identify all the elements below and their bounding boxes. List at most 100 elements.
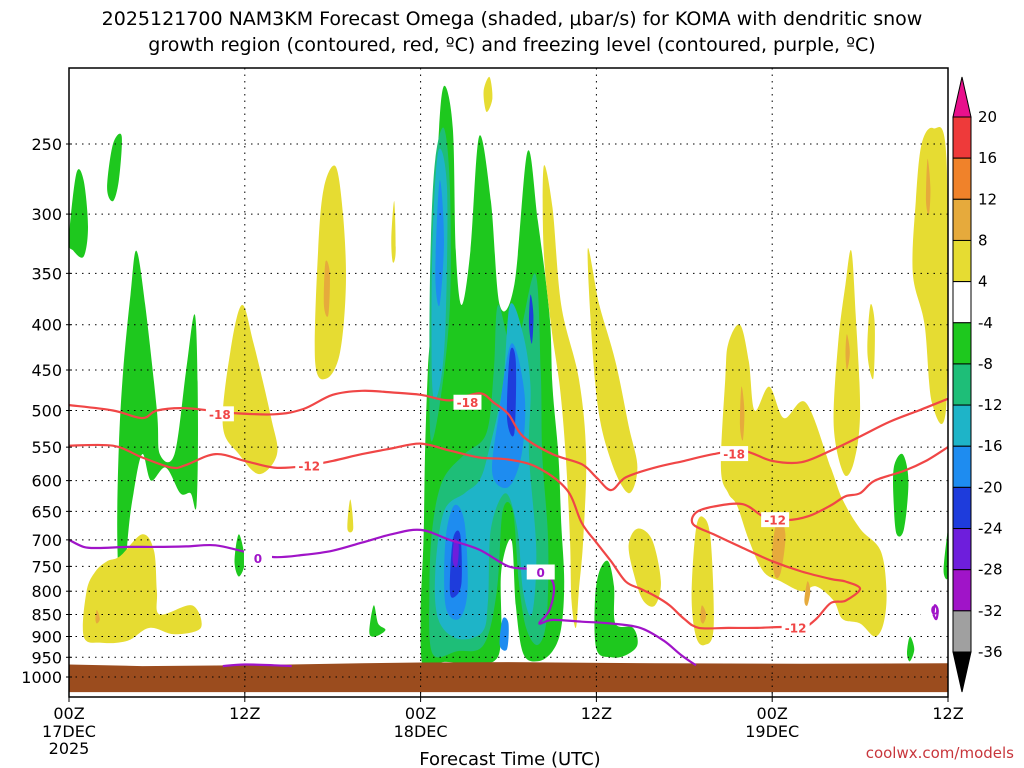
y-tick-label: 700 [31, 531, 62, 550]
terrain-fill [69, 662, 948, 693]
colorbar-bottom-arrow [952, 651, 972, 693]
colorbar-bin [952, 281, 972, 324]
x-tick-label: 00Z [757, 704, 788, 723]
omega-region-18 [594, 560, 638, 658]
colorbar-bin [952, 569, 972, 612]
colorbar: 20 16 12 8 4 -4 -8 -12 -16 -20 -24 -28 -32 -36 [952, 76, 1003, 693]
colorbar-label: -32 [978, 602, 1003, 620]
x-tick-label: 00Z [53, 704, 84, 723]
omega-region-21 [907, 636, 915, 662]
colorbar-label: 20 [978, 108, 997, 126]
omega-region-31 [691, 516, 714, 646]
colorbar-label: 4 [978, 273, 988, 291]
terrain [69, 662, 948, 693]
contour-label-bg [453, 394, 482, 410]
contour-label-bg [720, 446, 749, 462]
omega-region-19 [893, 453, 909, 537]
y-tick-label: 450 [31, 361, 62, 380]
omega-region-20 [943, 531, 948, 580]
contour-label-bg [526, 564, 555, 580]
y-tick-label: 650 [31, 502, 62, 521]
colorbar-bin [952, 528, 972, 571]
omega-region-12 [452, 538, 459, 568]
omega-region-24 [314, 165, 346, 380]
contour-0 [69, 389, 948, 492]
y-tick-label: 400 [31, 316, 62, 335]
contour-label: 0 [537, 566, 545, 580]
contour-label: -18 [457, 396, 479, 410]
colorbar-label: -20 [978, 478, 1003, 496]
omega-region-14 [69, 169, 88, 258]
colorbar-bin [952, 198, 972, 241]
omega-region-40 [804, 581, 811, 606]
colorbar-label: 16 [978, 149, 997, 167]
colorbar-label: -24 [978, 520, 1003, 538]
x-tick-date: 17DEC [42, 722, 96, 741]
chart-title-line2: growth region (contoured, red, ºC) and f… [148, 34, 875, 56]
omega-region-35 [912, 127, 948, 424]
colorbar-bin [952, 239, 972, 283]
contour-label: -12 [785, 621, 807, 635]
omega-region-29 [587, 248, 638, 494]
plot-frame [68, 67, 949, 698]
omega-region-25 [391, 201, 396, 263]
contour-label-bg [781, 619, 810, 635]
omega-region-34 [867, 304, 875, 380]
omega-region-43 [925, 158, 931, 215]
contour-label: -18 [723, 448, 745, 462]
colorbar-bin [952, 157, 972, 200]
colorbar-bin [952, 116, 972, 159]
y-tick-label: 600 [31, 472, 62, 491]
omega-region-30 [628, 528, 661, 607]
omega-region-27 [347, 499, 354, 533]
colorbar-label: 12 [978, 190, 997, 208]
omega-region-13 [117, 250, 198, 628]
contour-label-bg [295, 458, 324, 474]
y-axis-ticks: 250 300 350 400 450 500 550 600 650 700 750 800 850 9… [21, 135, 72, 687]
colorbar-bin [952, 404, 972, 447]
y-tick-label: 850 [31, 606, 62, 625]
omega-region-38 [739, 386, 745, 441]
omega-shading [69, 76, 948, 672]
colorbar-bin [952, 486, 972, 530]
contour-4 [932, 604, 939, 621]
x-axis-label: Forecast Time (UTC) [419, 749, 600, 768]
colorbar-top-arrow [952, 76, 972, 118]
colorbar-label: -4 [978, 314, 993, 332]
omega-region-26 [483, 76, 493, 113]
y-tick-label: 900 [31, 627, 62, 646]
contour-label: -12 [298, 460, 320, 474]
contour-label: 0 [254, 552, 262, 566]
colorbar-bin [952, 610, 972, 653]
omega-region-16 [234, 534, 245, 577]
omega-region-11 [528, 294, 534, 344]
grid-lines [69, 68, 948, 697]
contour-label: -12 [764, 514, 786, 528]
x-tick-label: 12Z [229, 704, 260, 723]
contour-2 [69, 528, 697, 667]
y-tick-label: 550 [31, 438, 62, 457]
chart-title-line1: 2025121700 NAM3KM Forecast Omega (shaded… [102, 8, 923, 30]
colorbar-bin [952, 363, 972, 406]
x-tick-label: 12Z [932, 704, 963, 723]
y-tick-label: 950 [31, 648, 62, 667]
colorbar-bin [952, 322, 972, 365]
y-tick-label: 750 [31, 557, 62, 576]
omega-region-22 [82, 534, 202, 644]
omega-region-15 [107, 133, 122, 202]
contour-label-bg [205, 406, 234, 422]
x-tick-year: 2025 [49, 739, 90, 758]
omega-region-37 [95, 610, 100, 624]
colorbar-label: -28 [978, 561, 1003, 579]
omega-region-23 [222, 304, 278, 475]
omega-region-28 [542, 165, 587, 629]
omega-region-7 [435, 180, 444, 307]
y-tick-label: 800 [31, 582, 62, 601]
y-tick-label: 350 [31, 264, 62, 283]
omega-region-41 [700, 605, 707, 624]
omega-region-36 [323, 260, 330, 317]
credit-text: coolwx.com/models [866, 744, 1014, 762]
